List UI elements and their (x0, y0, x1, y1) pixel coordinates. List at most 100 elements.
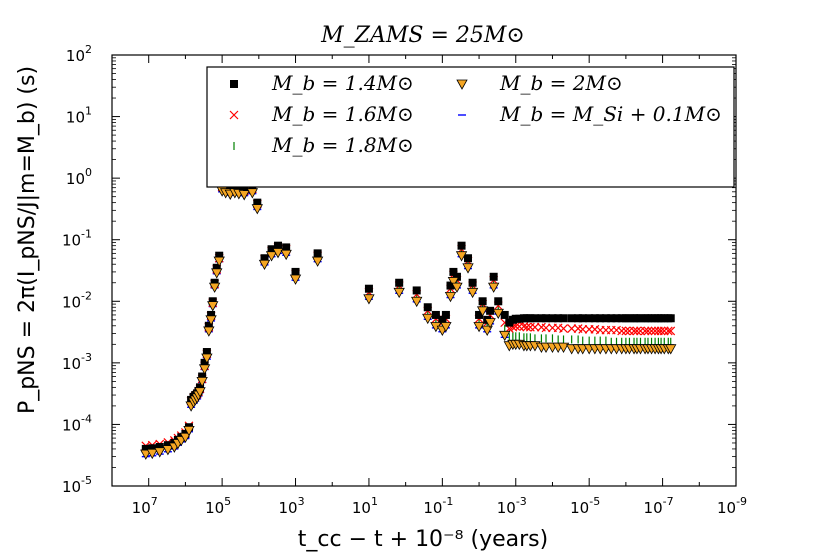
legend-label: M_b = 1.6M⊙ (271, 102, 414, 126)
data-point (215, 251, 224, 260)
data-point (230, 183, 239, 192)
data-point (248, 183, 257, 192)
data-point (452, 272, 461, 281)
data-point (515, 314, 524, 323)
y-axis-label: P_pNS = 2π(I_pNS/J|m=M_b) (s) (15, 66, 40, 414)
x-tick-label: 107 (132, 495, 158, 517)
y-tick-label: 101 (66, 105, 92, 127)
data-point (632, 326, 642, 336)
x-tick-label: 10-3 (497, 495, 527, 517)
data-point (557, 342, 570, 353)
data-point (444, 292, 457, 303)
data-point (500, 310, 509, 319)
data-point (363, 294, 375, 305)
y-tick-label: 10-3 (62, 351, 92, 373)
data-point (207, 310, 216, 319)
data-point (617, 314, 626, 323)
data-point (207, 301, 219, 312)
data-point (202, 348, 211, 357)
legend-item: M_b = 2M⊙ (456, 71, 623, 95)
data-point (499, 330, 511, 342)
data-point (554, 314, 563, 323)
data-point (146, 448, 158, 460)
data-point (567, 324, 577, 334)
data-point (179, 432, 192, 444)
data-point (204, 321, 213, 330)
data-point (258, 259, 271, 271)
data-point (492, 308, 504, 320)
legend-item: M_b = M_Si + 0.1M⊙ (458, 102, 722, 126)
legend-marker (456, 79, 468, 90)
data-point (311, 256, 324, 267)
data-point (208, 282, 221, 293)
data-point (194, 387, 206, 398)
data-point (537, 314, 546, 323)
y-tick-label: 10-5 (62, 474, 92, 496)
x-tick-label: 105 (205, 495, 231, 517)
data-marks (140, 181, 677, 460)
data-point (530, 314, 539, 323)
data-point (441, 310, 450, 319)
x-axis-label: t_cc − t + 10⁻⁸ (years) (298, 527, 548, 552)
data-point (155, 442, 164, 451)
data-point (489, 272, 498, 281)
data-point (462, 263, 474, 274)
data-point (481, 325, 493, 336)
data-point (596, 314, 605, 323)
legend-label: M_b = 2M⊙ (499, 71, 623, 95)
data-point (530, 322, 540, 332)
data-point (666, 314, 675, 323)
y-tick-label: 10-4 (62, 412, 92, 434)
legend-frame (206, 66, 735, 188)
legend-item: M_b = 1.6M⊙ (229, 102, 414, 126)
data-point (183, 425, 195, 437)
data-point (282, 243, 291, 252)
data-point (663, 326, 673, 336)
data-point (140, 449, 152, 460)
data-point (246, 188, 259, 199)
data-point (660, 314, 669, 323)
data-point (640, 326, 650, 336)
legend-marker (230, 80, 238, 88)
data-point (451, 282, 463, 293)
data-point (475, 310, 484, 319)
data-point (590, 314, 599, 323)
data-point (647, 326, 656, 336)
legend-item: M_b = 1.4M⊙ (230, 71, 414, 95)
data-point (238, 190, 250, 201)
data-point (291, 267, 300, 276)
data-point (548, 314, 557, 323)
series-triangle-down (140, 186, 677, 460)
data-point (487, 282, 500, 293)
data-point (466, 287, 479, 299)
data-point (621, 326, 631, 336)
data-point (438, 315, 447, 324)
data-point (629, 326, 639, 336)
data-point (526, 314, 535, 323)
data-point (601, 314, 610, 323)
data-point (617, 326, 627, 336)
x-tick-label: 10-1 (423, 495, 453, 517)
data-point (251, 204, 263, 215)
data-point (585, 314, 594, 323)
data-point (200, 358, 209, 367)
data-point (643, 326, 653, 336)
data-point (411, 296, 423, 308)
data-point (447, 277, 460, 288)
data-point (364, 284, 373, 293)
y-tick-label: 10-1 (62, 228, 92, 250)
legend: M_b = 1.4M⊙ M_b = 1.6M⊙ M_b = 1.8M⊙ M_b = 2… (206, 66, 735, 188)
data-point (476, 306, 489, 317)
data-point (636, 314, 645, 323)
data-point (468, 278, 477, 287)
data-point (464, 254, 473, 263)
data-point (440, 322, 452, 333)
data-point (446, 281, 455, 290)
data-point (198, 372, 207, 381)
data-point (422, 313, 434, 325)
data-point (213, 256, 225, 267)
data-point (431, 310, 440, 319)
data-point (203, 326, 215, 337)
data-point (313, 249, 322, 258)
x-tick-label: 10-7 (644, 495, 674, 517)
